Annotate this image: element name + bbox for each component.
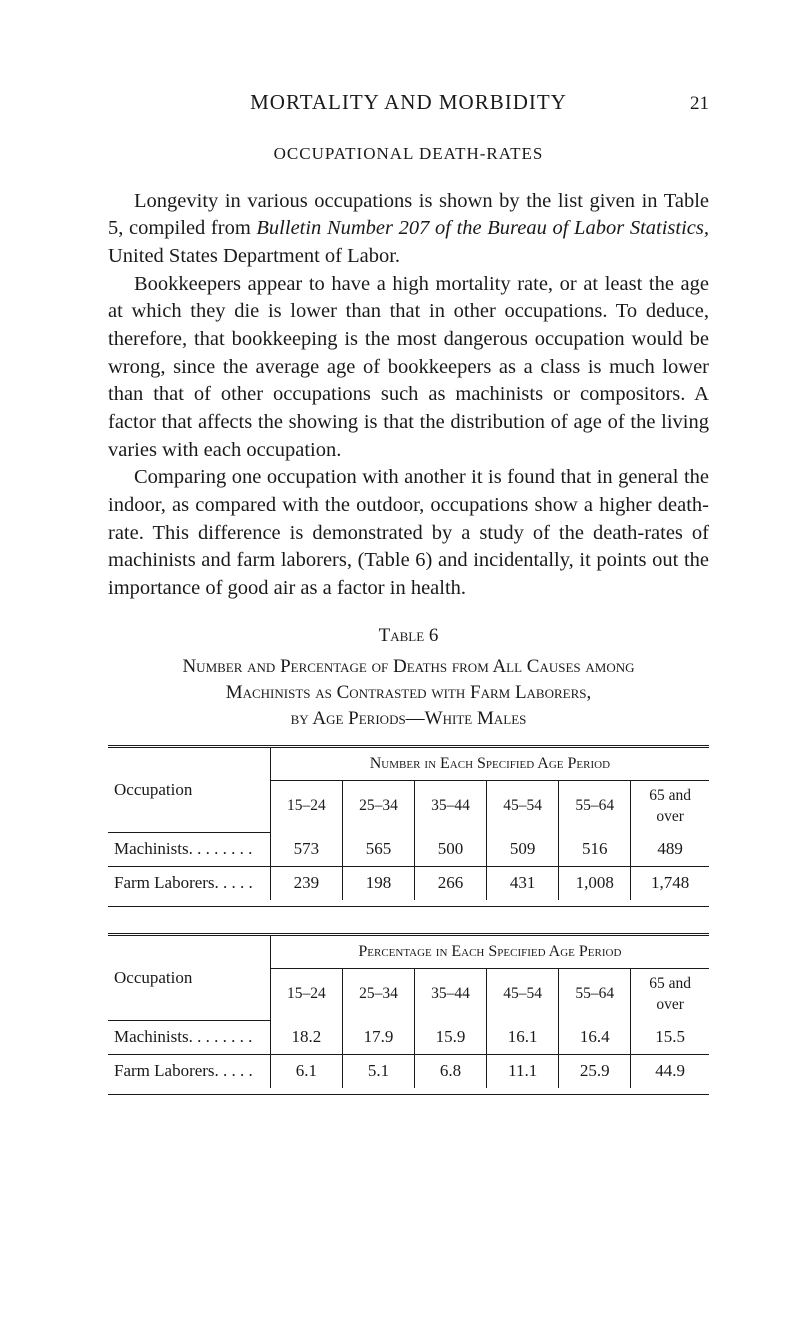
cell: 15.9 <box>415 1020 487 1054</box>
age-header: 15–24 <box>270 968 342 1020</box>
paragraph-3: Comparing one occupation with another it… <box>108 464 709 602</box>
age-header: 35–44 <box>415 968 487 1020</box>
age-header: 55–64 <box>559 968 631 1020</box>
p1-part-b: United States Department of Labor. <box>108 245 400 267</box>
cell: 431 <box>487 867 559 900</box>
paragraph-1: Longevity in various occupations is show… <box>108 188 709 271</box>
table-row: Farm Laborers. . . . . 2391982664311,008… <box>108 867 709 900</box>
age-header: 45–54 <box>487 780 559 832</box>
cell: 565 <box>342 833 414 867</box>
percent-span-header: Percentage in Each Specified Age Period <box>270 936 709 968</box>
age-header: 55–64 <box>559 780 631 832</box>
row-label: Farm Laborers. . . . . <box>108 1054 270 1087</box>
table-percent: Occupation Percentage in Each Specified … <box>108 936 709 1088</box>
cell: 16.4 <box>559 1020 631 1054</box>
cell: 266 <box>415 867 487 900</box>
cell: 5.1 <box>342 1054 414 1087</box>
table-title: Number and Percentage of Deaths from All… <box>108 654 709 731</box>
cell: 1,748 <box>631 867 709 900</box>
cell: 6.8 <box>415 1054 487 1087</box>
p1-italic: Bulletin Number 207 of the Bureau of Lab… <box>256 217 709 239</box>
percent-body: Machinists. . . . . . . . 18.217.915.916… <box>108 1020 709 1087</box>
occupation-header: Occupation <box>108 936 270 1020</box>
occupation-header: Occupation <box>108 748 270 832</box>
cell: 25.9 <box>559 1054 631 1087</box>
section-title: OCCUPATIONAL DEATH-RATES <box>108 143 709 166</box>
table-label: Table 6 <box>108 623 709 649</box>
cell: 18.2 <box>270 1020 342 1054</box>
age-header: 65 and over <box>631 968 709 1020</box>
cell: 15.5 <box>631 1020 709 1054</box>
page-number: 21 <box>669 91 709 117</box>
cell: 6.1 <box>270 1054 342 1087</box>
number-span-header: Number in Each Specified Age Period <box>270 748 709 780</box>
cell: 17.9 <box>342 1020 414 1054</box>
age-header: 45–54 <box>487 968 559 1020</box>
number-body: Machinists. . . . . . . . 57356550050951… <box>108 833 709 900</box>
age-header: 25–34 <box>342 780 414 832</box>
age-header: 15–24 <box>270 780 342 832</box>
cell: 500 <box>415 833 487 867</box>
table-title-line1: Number and Percentage of Deaths from All… <box>182 656 634 677</box>
cell: 509 <box>487 833 559 867</box>
cell: 516 <box>559 833 631 867</box>
row-label: Machinists. . . . . . . . <box>108 1020 270 1054</box>
cell: 11.1 <box>487 1054 559 1087</box>
table-number: Occupation Number in Each Specified Age … <box>108 748 709 900</box>
age-header: 35–44 <box>415 780 487 832</box>
cell: 44.9 <box>631 1054 709 1087</box>
table-row: Farm Laborers. . . . . 6.15.16.811.125.9… <box>108 1054 709 1087</box>
table-percent-wrap: Occupation Percentage in Each Specified … <box>108 933 709 1095</box>
running-header: MORTALITY AND MORBIDITY 21 <box>108 88 709 117</box>
cell: 489 <box>631 833 709 867</box>
table-row: Machinists. . . . . . . . 18.217.915.916… <box>108 1020 709 1054</box>
cell: 1,008 <box>559 867 631 900</box>
table-row: Machinists. . . . . . . . 57356550050951… <box>108 833 709 867</box>
age-header: 65 and over <box>631 780 709 832</box>
cell: 198 <box>342 867 414 900</box>
row-label: Farm Laborers. . . . . <box>108 867 270 900</box>
cell: 16.1 <box>487 1020 559 1054</box>
table-title-line2: Machinists as Contrasted with Farm Labor… <box>226 682 592 703</box>
row-label: Machinists. . . . . . . . <box>108 833 270 867</box>
cell: 573 <box>270 833 342 867</box>
table-number-wrap: Occupation Number in Each Specified Age … <box>108 745 709 907</box>
table-title-line3: by Age Periods—White Males <box>291 708 527 729</box>
running-head: MORTALITY AND MORBIDITY <box>148 88 669 116</box>
cell: 239 <box>270 867 342 900</box>
age-header: 25–34 <box>342 968 414 1020</box>
paragraph-2: Bookkeepers appear to have a high mortal… <box>108 271 709 465</box>
